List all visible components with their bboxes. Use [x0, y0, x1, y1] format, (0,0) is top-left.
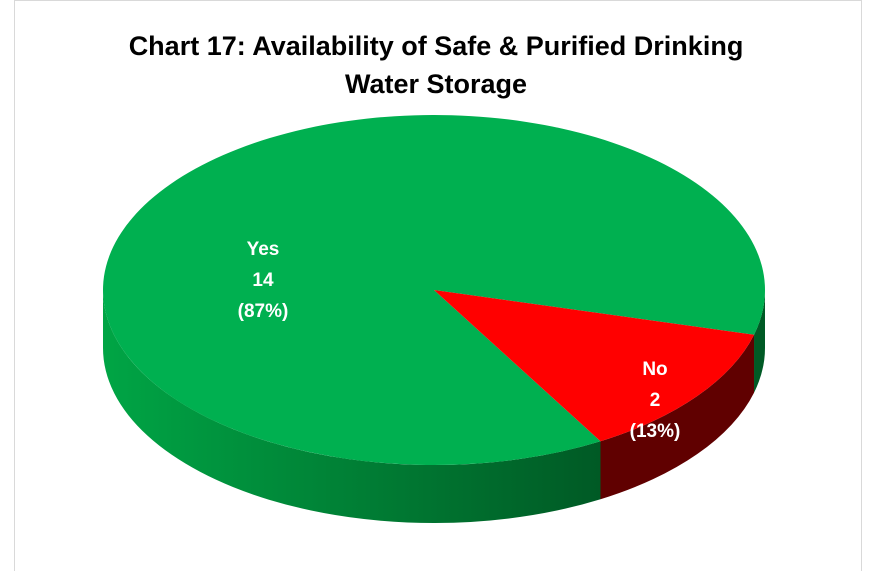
pie-slice — [103, 114, 766, 466]
chart-title: Water Storage — [345, 69, 527, 99]
pie-slice — [434, 290, 755, 442]
data-label-value: 14 — [252, 270, 274, 291]
data-label-percent: (87%) — [238, 301, 289, 322]
data-label-name: Yes — [247, 239, 280, 260]
pie-side — [754, 290, 765, 393]
data-label-percent: (13%) — [630, 421, 681, 442]
pie-side — [600, 334, 755, 500]
pie-side — [103, 290, 601, 523]
data-label-value: 2 — [650, 390, 661, 411]
data-label-name: No — [642, 359, 667, 380]
chart-title: Chart 17: Availability of Safe & Purifie… — [129, 31, 744, 61]
